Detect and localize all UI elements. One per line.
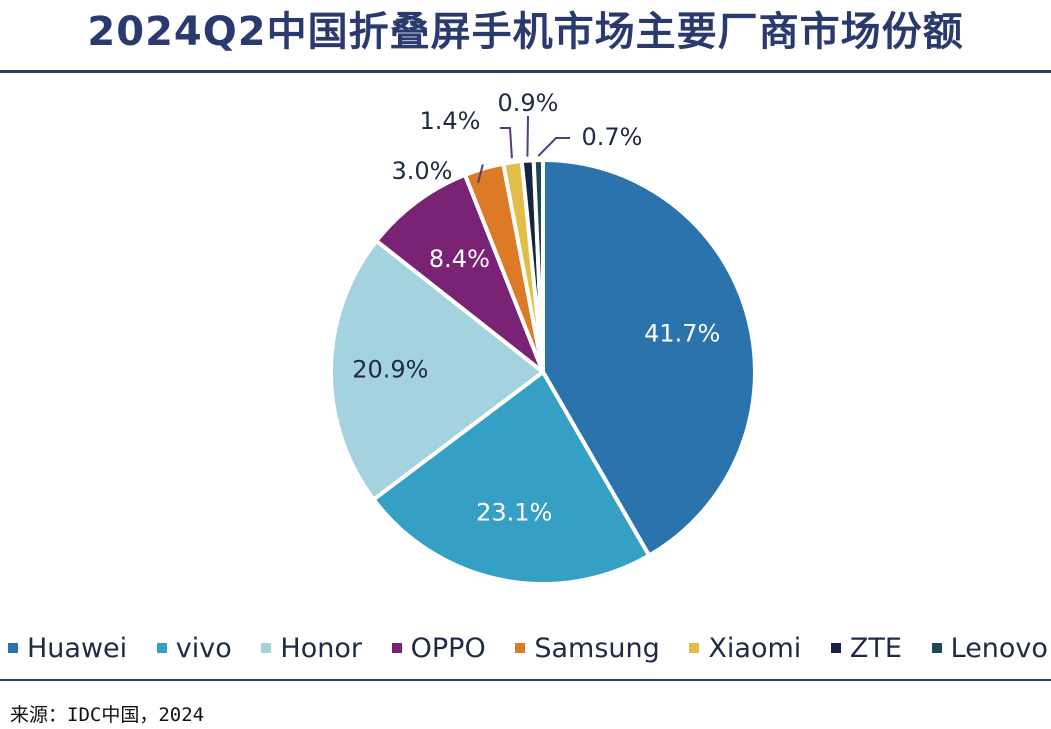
legend-item-samsung: Samsung	[515, 632, 660, 664]
legend-swatch-xiaomi	[689, 643, 700, 653]
legend-label-vivo: vivo	[175, 632, 232, 664]
leader-line-samsung	[477, 164, 484, 184]
slice-labels: 41.7% 23.1% 20.9% 8.4% 3.0% 1.4% 0.9% 0.7%	[352, 89, 720, 526]
pie-slice-lenovo	[531, 157, 545, 374]
legend-swatch-huawei	[8, 643, 18, 653]
leader-line-xiaomi	[500, 127, 513, 159]
legend-label-zte: ZTE	[849, 632, 902, 664]
legend-label-huawei: Huawei	[27, 632, 128, 664]
title-divider	[0, 70, 1051, 73]
legend-item-oppo: OPPO	[391, 632, 486, 664]
leader-lines	[477, 115, 570, 184]
chart-title: 2024Q2中国折叠屏手机市场主要厂商市场份额	[87, 9, 964, 55]
pie-slice-vivo	[371, 370, 652, 586]
source-note: 来源：IDC中国，2024	[10, 704, 205, 726]
pie-slices	[329, 157, 757, 586]
pie-slice-huawei	[541, 158, 757, 558]
footer-divider	[0, 679, 1051, 681]
slice-label-huawei: 41.7%	[644, 320, 720, 348]
legend-swatch-vivo	[156, 643, 167, 653]
chart-legend: Huawei vivo Honor OPPO Samsung Xiaomi ZTE Lenov…	[8, 628, 1048, 668]
legend-item-honor: Honor	[261, 633, 362, 664]
slice-label-oppo: 8.4%	[429, 245, 490, 273]
slice-label-vivo: 23.1%	[476, 498, 552, 526]
legend-item-xiaomi: Xiaomi	[689, 633, 801, 664]
slice-label-xiaomi: 1.4%	[420, 107, 481, 135]
pie-slice-honor	[329, 238, 545, 502]
legend-swatch-honor	[261, 643, 272, 653]
slice-label-zte: 0.9%	[498, 89, 559, 117]
leader-line-zte	[526, 115, 529, 157]
legend-item-huawei: Huawei	[8, 633, 127, 664]
legend-label-samsung: Samsung	[534, 632, 660, 664]
slice-label-samsung: 3.0%	[392, 157, 453, 185]
legend-swatch-zte	[830, 643, 841, 653]
legend-item-vivo: vivo	[156, 632, 232, 664]
pie-slice-oppo	[374, 172, 545, 374]
legend-label-honor: Honor	[280, 632, 362, 664]
legend-label-oppo: OPPO	[410, 632, 486, 664]
legend-label-xiaomi: Xiaomi	[708, 632, 802, 664]
leader-line-lenovo	[537, 137, 570, 157]
legend-item-zte: ZTE	[830, 632, 902, 664]
slice-label-honor: 20.9%	[352, 355, 428, 383]
legend-item-lenovo: Lenovo	[931, 632, 1048, 664]
legend-swatch-lenovo	[931, 643, 942, 653]
legend-label-lenovo: Lenovo	[950, 632, 1048, 664]
legend-swatch-oppo	[391, 643, 402, 653]
legend-swatch-samsung	[515, 643, 526, 653]
slice-label-lenovo: 0.7%	[582, 123, 643, 151]
